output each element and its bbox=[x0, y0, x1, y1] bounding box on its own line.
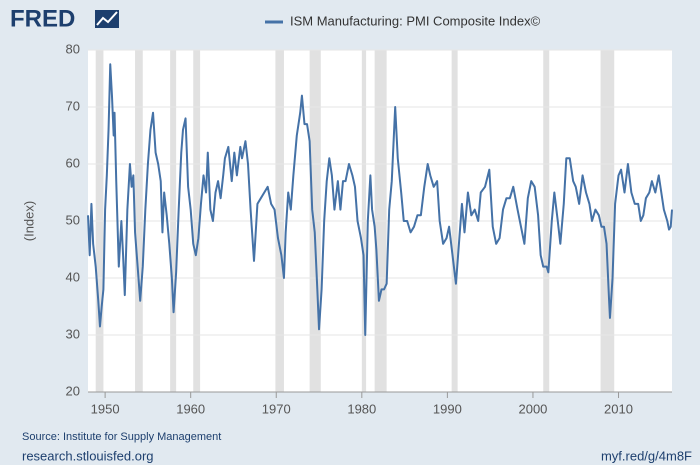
logo: FRED bbox=[10, 5, 75, 32]
x-tick-label: 1980 bbox=[347, 401, 376, 416]
source: Source: Institute for Supply Management bbox=[22, 431, 221, 443]
y-tick-label: 60 bbox=[66, 155, 80, 170]
site: research.stlouisfed.org bbox=[22, 448, 154, 463]
series-line bbox=[87, 63, 673, 336]
x-tick-label: 1960 bbox=[176, 401, 205, 416]
x-tick-label: 1970 bbox=[262, 401, 291, 416]
y-tick-label: 50 bbox=[66, 212, 80, 227]
y-axis-label: (Index) bbox=[21, 201, 36, 241]
logo-icon bbox=[95, 10, 119, 28]
y-tick-label: 70 bbox=[66, 98, 80, 113]
y-tick-label: 30 bbox=[66, 326, 80, 341]
y-tick-label: 40 bbox=[66, 269, 80, 284]
legend-label: ISM Manufacturing: PMI Composite Index© bbox=[290, 13, 541, 28]
y-tick-label: 80 bbox=[66, 41, 80, 56]
x-tick-label: 1990 bbox=[433, 401, 462, 416]
x-tick-label: 2000 bbox=[518, 401, 547, 416]
y-tick-label: 20 bbox=[66, 383, 80, 398]
x-tick-label: 2010 bbox=[604, 401, 633, 416]
short-url: myf.red/g/4m8F bbox=[601, 448, 692, 463]
x-tick-label: 1950 bbox=[91, 401, 120, 416]
